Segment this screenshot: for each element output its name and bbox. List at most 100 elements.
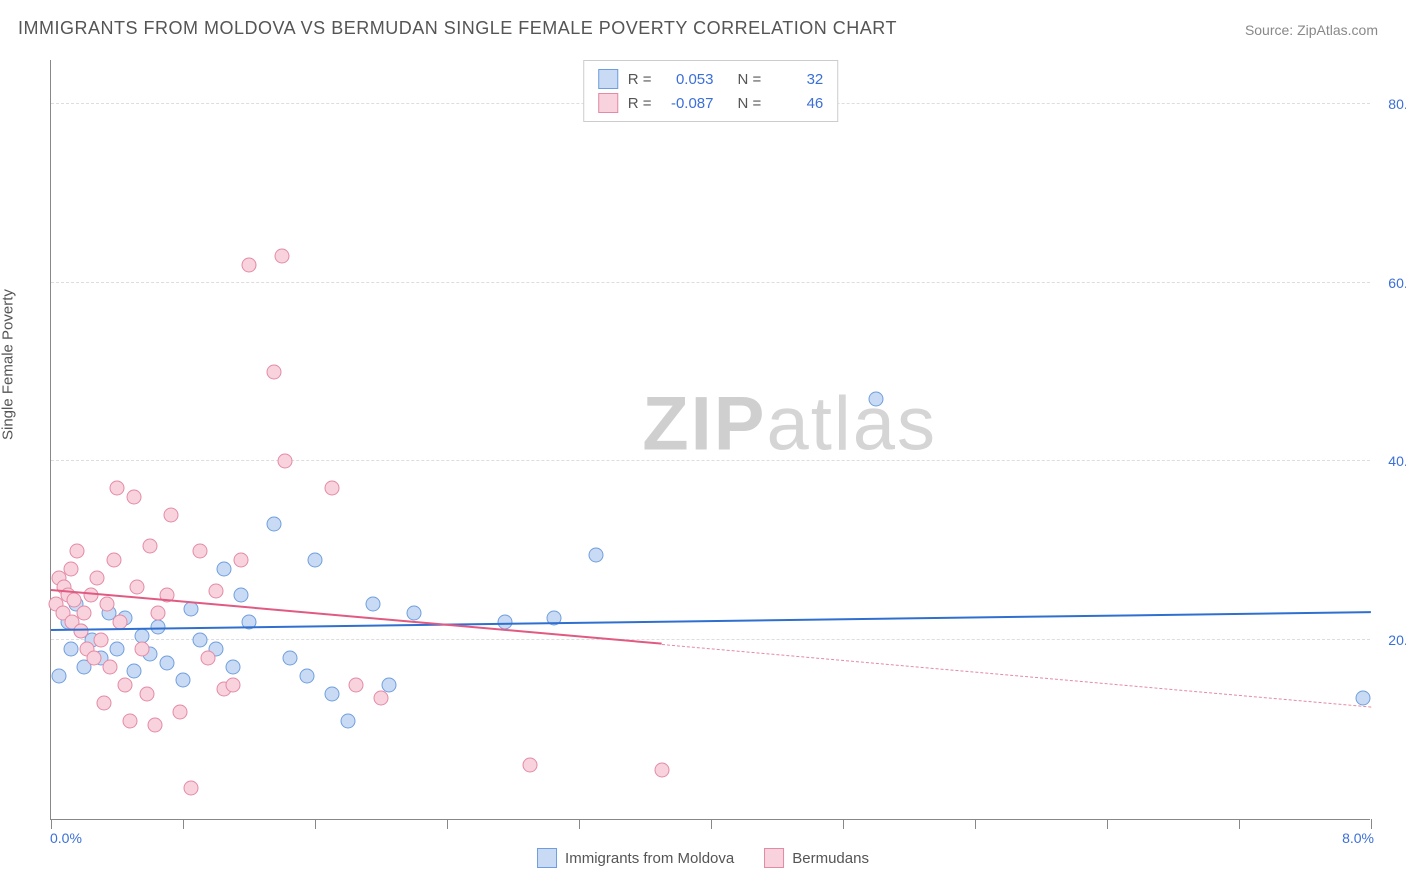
data-point-bermudans	[209, 584, 224, 599]
legend-stat-row: R =0.053N =32	[598, 67, 824, 91]
x-axis-tick	[315, 819, 316, 829]
data-point-bermudans	[86, 651, 101, 666]
data-point-moldova	[126, 664, 141, 679]
data-point-moldova	[225, 660, 240, 675]
data-point-bermudans	[73, 624, 88, 639]
data-point-bermudans	[324, 481, 339, 496]
data-point-bermudans	[147, 718, 162, 733]
data-point-bermudans	[225, 677, 240, 692]
data-point-bermudans	[118, 677, 133, 692]
legend-stat-row: R =-0.087N =46	[598, 91, 824, 115]
data-point-moldova	[308, 552, 323, 567]
watermark: ZIPatlas	[642, 381, 937, 468]
legend-swatch	[598, 93, 618, 113]
data-point-bermudans	[143, 539, 158, 554]
data-point-bermudans	[233, 552, 248, 567]
data-point-bermudans	[70, 543, 85, 558]
data-point-moldova	[382, 677, 397, 692]
legend-r-label: R =	[628, 95, 652, 112]
x-axis-min-label: 0.0%	[50, 830, 82, 846]
watermark-bold: ZIP	[642, 382, 766, 467]
data-point-bermudans	[93, 633, 108, 648]
data-point-bermudans	[123, 713, 138, 728]
data-point-moldova	[324, 686, 339, 701]
data-point-bermudans	[134, 642, 149, 657]
data-point-bermudans	[275, 248, 290, 263]
x-axis-tick	[1239, 819, 1240, 829]
data-point-bermudans	[110, 481, 125, 496]
data-point-bermudans	[278, 454, 293, 469]
data-point-moldova	[233, 588, 248, 603]
data-point-bermudans	[83, 588, 98, 603]
legend-series-item: Immigrants from Moldova	[537, 848, 734, 868]
source-attribution: Source: ZipAtlas.com	[1245, 22, 1378, 38]
legend-series: Immigrants from Moldova Bermudans	[537, 848, 869, 868]
data-point-moldova	[869, 391, 884, 406]
data-point-moldova	[159, 655, 174, 670]
data-point-bermudans	[63, 561, 78, 576]
data-point-bermudans	[96, 695, 111, 710]
legend-n-value: 32	[771, 71, 823, 88]
data-point-moldova	[1355, 691, 1370, 706]
data-point-moldova	[192, 633, 207, 648]
gridline-h	[51, 282, 1370, 283]
data-point-bermudans	[172, 704, 187, 719]
watermark-light: atlas	[766, 382, 937, 467]
data-point-bermudans	[164, 508, 179, 523]
legend-r-value: -0.087	[662, 95, 714, 112]
chart-plot-area: ZIPatlas R =0.053N =32R =-0.087N =46 20.…	[50, 60, 1370, 820]
legend-series-label: Bermudans	[792, 850, 869, 867]
data-point-moldova	[176, 673, 191, 688]
x-axis-tick	[51, 819, 52, 829]
data-point-moldova	[63, 642, 78, 657]
data-point-bermudans	[126, 490, 141, 505]
data-point-bermudans	[266, 364, 281, 379]
data-point-bermudans	[106, 552, 121, 567]
data-point-bermudans	[151, 606, 166, 621]
data-point-moldova	[266, 516, 281, 531]
y-axis-tick-label: 80.0%	[1388, 96, 1406, 112]
y-axis-tick-label: 60.0%	[1388, 275, 1406, 291]
data-point-bermudans	[349, 677, 364, 692]
legend-r-value: 0.053	[662, 71, 714, 88]
regression-line	[661, 644, 1371, 708]
data-point-bermudans	[67, 592, 82, 607]
data-point-bermudans	[192, 543, 207, 558]
gridline-h	[51, 460, 1370, 461]
legend-swatch	[598, 69, 618, 89]
legend-stats-box: R =0.053N =32R =-0.087N =46	[583, 60, 839, 122]
data-point-bermudans	[100, 597, 115, 612]
data-point-moldova	[341, 713, 356, 728]
legend-swatch	[537, 848, 557, 868]
chart-title: IMMIGRANTS FROM MOLDOVA VS BERMUDAN SING…	[18, 18, 897, 39]
data-point-moldova	[283, 651, 298, 666]
data-point-bermudans	[654, 762, 669, 777]
data-point-moldova	[365, 597, 380, 612]
data-point-bermudans	[374, 691, 389, 706]
x-axis-tick	[447, 819, 448, 829]
x-axis-tick	[579, 819, 580, 829]
data-point-moldova	[588, 548, 603, 563]
x-axis-tick	[183, 819, 184, 829]
data-point-moldova	[52, 668, 67, 683]
y-axis-tick-label: 40.0%	[1388, 453, 1406, 469]
x-axis-tick	[843, 819, 844, 829]
data-point-bermudans	[184, 780, 199, 795]
x-axis-tick	[1371, 819, 1372, 829]
data-point-bermudans	[200, 651, 215, 666]
x-axis-tick	[1107, 819, 1108, 829]
data-point-bermudans	[90, 570, 105, 585]
data-point-moldova	[217, 561, 232, 576]
data-point-bermudans	[129, 579, 144, 594]
legend-swatch	[764, 848, 784, 868]
x-axis-max-label: 8.0%	[1342, 830, 1374, 846]
gridline-h	[51, 639, 1370, 640]
data-point-moldova	[299, 668, 314, 683]
x-axis-tick	[711, 819, 712, 829]
y-axis-tick-label: 20.0%	[1388, 632, 1406, 648]
data-point-bermudans	[242, 257, 257, 272]
data-point-moldova	[407, 606, 422, 621]
data-point-bermudans	[103, 660, 118, 675]
y-axis-title: Single Female Poverty	[0, 289, 17, 440]
data-point-bermudans	[522, 758, 537, 773]
